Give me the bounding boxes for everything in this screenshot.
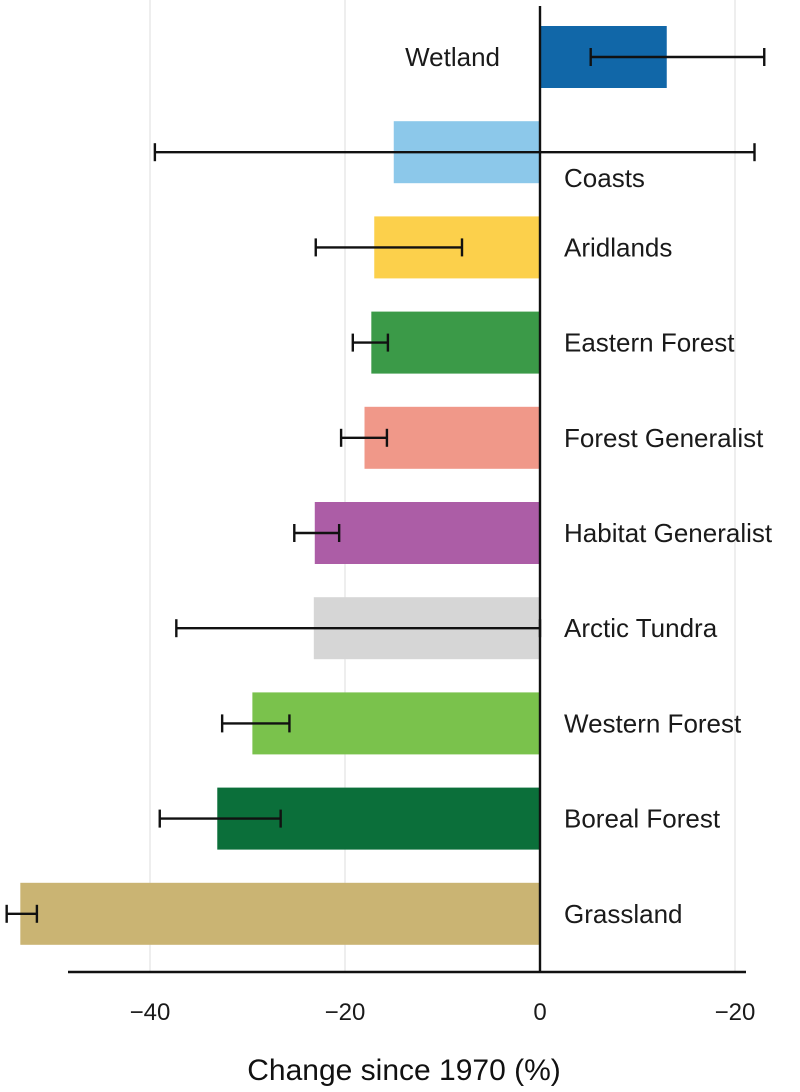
x-axis-title: Change since 1970 (%) [247, 1054, 561, 1087]
tick-label: −40 [130, 999, 171, 1026]
bar [314, 502, 540, 564]
tick-label: 0 [533, 999, 546, 1026]
x-axis: −40 −20 0 −20 [68, 970, 756, 1026]
category-label: Boreal Forest [564, 804, 721, 834]
category-label: Eastern Forest [564, 328, 735, 358]
bar [371, 311, 540, 374]
category-label: Arctic Tundra [564, 613, 718, 643]
category-label: Forest Generalist [564, 423, 764, 453]
error-bars [5, 48, 766, 923]
category-label: Coasts [564, 163, 645, 193]
category-label: Aridlands [564, 232, 672, 262]
category-label: Wetland [405, 42, 500, 72]
bar [252, 692, 540, 755]
bars [20, 26, 667, 945]
tick-label: −20 [325, 999, 366, 1026]
bar [364, 406, 540, 469]
category-label: Grassland [564, 899, 683, 929]
tick-label: −20 [715, 999, 756, 1026]
category-label: Habitat Generalist [564, 518, 773, 548]
bar [20, 882, 540, 945]
category-label: Western Forest [564, 708, 742, 738]
category-labels: Wetland Coasts Aridlands Eastern Forest Fore… [405, 42, 773, 929]
